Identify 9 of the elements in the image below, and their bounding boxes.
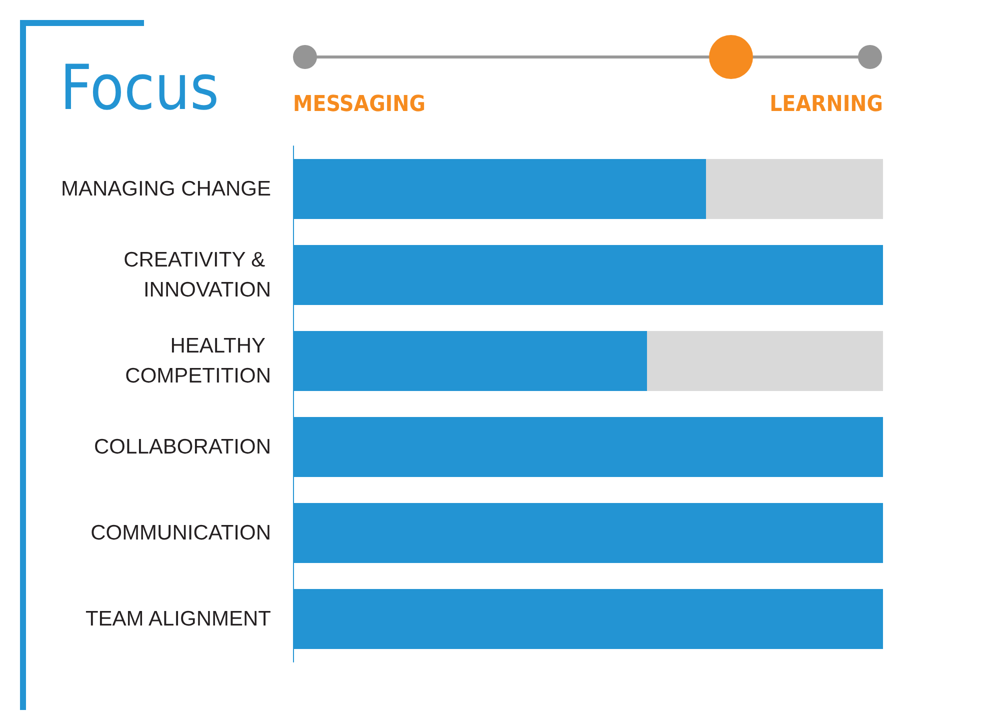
text: MESSAGING xyxy=(293,92,426,117)
chart-title: Focus xyxy=(60,50,220,126)
y-tick-label: COMMUNICATION xyxy=(90,522,271,544)
y-tick-label: COLLABORATION xyxy=(94,436,271,458)
y-tick-label: MANAGING CHANGE xyxy=(60,178,271,200)
y-tick-label: CREATIVITY & INNOVATION xyxy=(124,248,271,302)
text: LEARNING xyxy=(770,92,883,117)
y-tick-label: TEAM ALIGNMENT xyxy=(85,608,272,630)
y-tick-label: HEALTHY COMPETITION xyxy=(125,334,271,388)
